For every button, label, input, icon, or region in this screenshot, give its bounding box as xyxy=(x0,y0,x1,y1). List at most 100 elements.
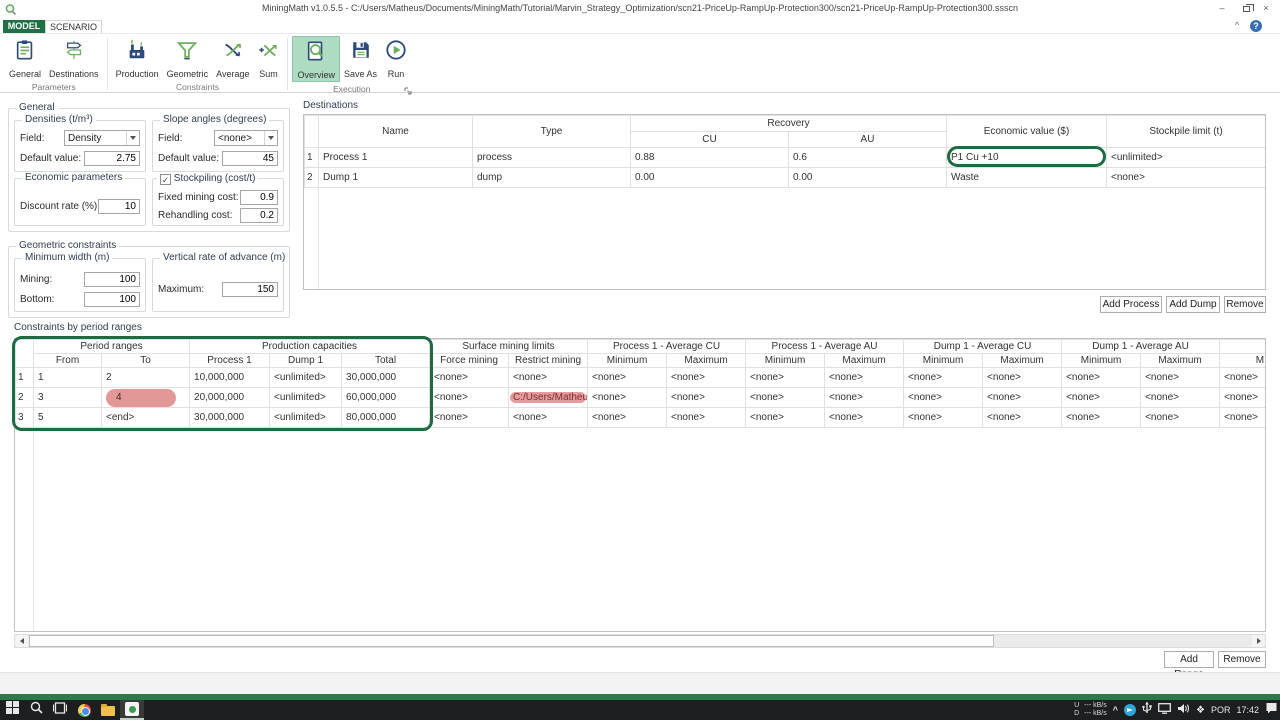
file-explorer-button[interactable] xyxy=(96,700,120,720)
dialog-launcher-icon[interactable] xyxy=(404,82,412,95)
cell-au[interactable]: 0.6 xyxy=(788,147,947,168)
cell-min[interactable]: <none> xyxy=(903,407,984,428)
overview-button[interactable]: Overview xyxy=(292,36,340,82)
geometric-button[interactable]: Geometric xyxy=(163,36,213,80)
cell-min[interactable]: <none> xyxy=(903,367,984,388)
cell-total-capacity[interactable]: 60,000,000 xyxy=(341,387,431,408)
add-dump-button[interactable]: Add Dump xyxy=(1166,296,1220,313)
cell-min[interactable]: <none> xyxy=(1061,407,1142,428)
cell-type[interactable]: dump xyxy=(472,167,631,188)
language-indicator[interactable]: POR xyxy=(1210,705,1231,715)
cell-dump1-capacity[interactable]: <unlimited> xyxy=(269,387,343,408)
cell-max[interactable]: <none> xyxy=(1140,367,1221,388)
cell-min[interactable]: <none> xyxy=(587,407,668,428)
usb-icon[interactable] xyxy=(1142,701,1152,719)
telegram-icon[interactable] xyxy=(1123,704,1136,716)
dropbox-icon[interactable]: ❖ xyxy=(1195,704,1205,716)
cell-max[interactable]: <none> xyxy=(982,367,1063,388)
bottom-width-input[interactable] xyxy=(84,292,140,307)
cell-cu[interactable]: 0.00 xyxy=(630,167,789,188)
taskbar-search-button[interactable] xyxy=(24,700,48,720)
destinations-button[interactable]: Destinations xyxy=(45,36,103,80)
tab-scenario[interactable]: SCENARIO xyxy=(45,20,102,33)
run-button[interactable]: Run xyxy=(381,36,411,80)
cell-stockpile-limit[interactable]: <unlimited> xyxy=(1106,147,1265,168)
stockpiling-checkbox[interactable]: ✓ xyxy=(160,174,171,185)
cell-from[interactable]: 1 xyxy=(33,367,102,388)
cell-process1-capacity[interactable]: 10,000,000 xyxy=(189,367,271,388)
cell-partial[interactable]: <none> xyxy=(1219,387,1265,408)
cell-min[interactable]: <none> xyxy=(745,367,826,388)
cell-total-capacity[interactable]: 80,000,000 xyxy=(341,407,431,428)
vra-maximum-input[interactable] xyxy=(222,282,278,297)
cell-max[interactable]: <none> xyxy=(824,407,905,428)
cell-partial[interactable]: <none> xyxy=(1219,367,1265,388)
speaker-icon[interactable] xyxy=(1177,701,1190,719)
cell-max[interactable]: <none> xyxy=(666,367,747,388)
cell-dump1-capacity[interactable]: <unlimited> xyxy=(269,407,343,428)
slope-field-combo[interactable]: <none> xyxy=(214,130,278,146)
mining-width-input[interactable] xyxy=(84,272,140,287)
cell-type[interactable]: process xyxy=(472,147,631,168)
tray-expand-icon[interactable]: ^ xyxy=(1112,705,1118,715)
cell-to[interactable]: 4 xyxy=(100,387,191,408)
cell-stockpile-limit[interactable]: <none> xyxy=(1106,167,1265,188)
close-button[interactable]: × xyxy=(1263,3,1269,13)
production-button[interactable]: Production xyxy=(112,36,163,80)
ribbon-collapse-icon[interactable]: ^ xyxy=(1234,20,1240,30)
cell-cu[interactable]: 0.88 xyxy=(630,147,789,168)
cell-min[interactable]: <none> xyxy=(1061,367,1142,388)
cell-max[interactable]: <none> xyxy=(824,367,905,388)
cell-force-mining[interactable]: <none> xyxy=(429,387,510,408)
cell-force-mining[interactable]: <none> xyxy=(429,407,510,428)
remove-destination-button[interactable]: Remove xyxy=(1224,296,1266,313)
cell-au[interactable]: 0.00 xyxy=(788,167,947,188)
cell-economic-value[interactable]: P1 Cu +10 xyxy=(946,147,1107,168)
cell-max[interactable]: <none> xyxy=(982,387,1063,408)
cell-min[interactable]: <none> xyxy=(1061,387,1142,408)
cell-name[interactable]: Process 1 xyxy=(318,147,473,168)
cell-name[interactable]: Dump 1 xyxy=(318,167,473,188)
cell-max[interactable]: <none> xyxy=(666,407,747,428)
cell-process1-capacity[interactable]: 20,000,000 xyxy=(189,387,271,408)
cell-max[interactable]: <none> xyxy=(982,407,1063,428)
minimize-button[interactable]: – xyxy=(1219,3,1225,13)
task-view-button[interactable] xyxy=(48,700,72,720)
tab-model[interactable]: MODEL xyxy=(3,20,45,33)
slope-default-input[interactable] xyxy=(222,151,278,166)
clock[interactable]: 17:42 xyxy=(1236,705,1259,715)
cell-max[interactable]: <none> xyxy=(666,387,747,408)
cell-restrict-mining[interactable]: <none> xyxy=(508,367,589,388)
remove-range-button[interactable]: Remove xyxy=(1218,651,1266,668)
notification-center-icon[interactable] xyxy=(1265,701,1278,719)
restore-button[interactable] xyxy=(1238,2,1254,14)
densities-default-input[interactable] xyxy=(84,151,140,166)
rehandling-cost-input[interactable] xyxy=(240,208,278,223)
average-button[interactable]: Average xyxy=(212,36,253,80)
cell-dump1-capacity[interactable]: <unlimited> xyxy=(269,367,343,388)
save-as-button[interactable]: Save As xyxy=(340,36,381,80)
add-range-button[interactable]: Add Range xyxy=(1164,651,1214,680)
cell-restrict-mining[interactable]: <none> xyxy=(508,407,589,428)
cell-to[interactable]: <end> xyxy=(100,407,191,428)
scroll-left-icon[interactable] xyxy=(15,635,28,647)
fixed-mining-cost-input[interactable] xyxy=(240,190,278,205)
add-process-button[interactable]: Add Process xyxy=(1100,296,1162,313)
cell-from[interactable]: 5 xyxy=(33,407,102,428)
scroll-right-icon[interactable] xyxy=(1252,635,1265,647)
scrollbar-thumb[interactable] xyxy=(29,635,994,647)
help-icon[interactable]: ? xyxy=(1250,20,1262,32)
cell-min[interactable]: <none> xyxy=(745,387,826,408)
miningmath-taskbar-button[interactable] xyxy=(120,700,144,720)
cell-min[interactable]: <none> xyxy=(587,367,668,388)
cell-partial[interactable]: <none> xyxy=(1219,407,1265,428)
cell-min[interactable]: <none> xyxy=(745,407,826,428)
general-button[interactable]: General xyxy=(5,36,45,80)
network-speed-widget[interactable]: U --- kB/s D --- kB/s xyxy=(1074,702,1107,718)
horizontal-scrollbar[interactable] xyxy=(14,634,1266,648)
cell-economic-value[interactable]: Waste xyxy=(946,167,1107,188)
densities-field-combo[interactable]: Density xyxy=(64,130,140,146)
cell-max[interactable]: <none> xyxy=(1140,407,1221,428)
cell-force-mining[interactable]: <none> xyxy=(429,367,510,388)
display-icon[interactable] xyxy=(1158,701,1171,719)
